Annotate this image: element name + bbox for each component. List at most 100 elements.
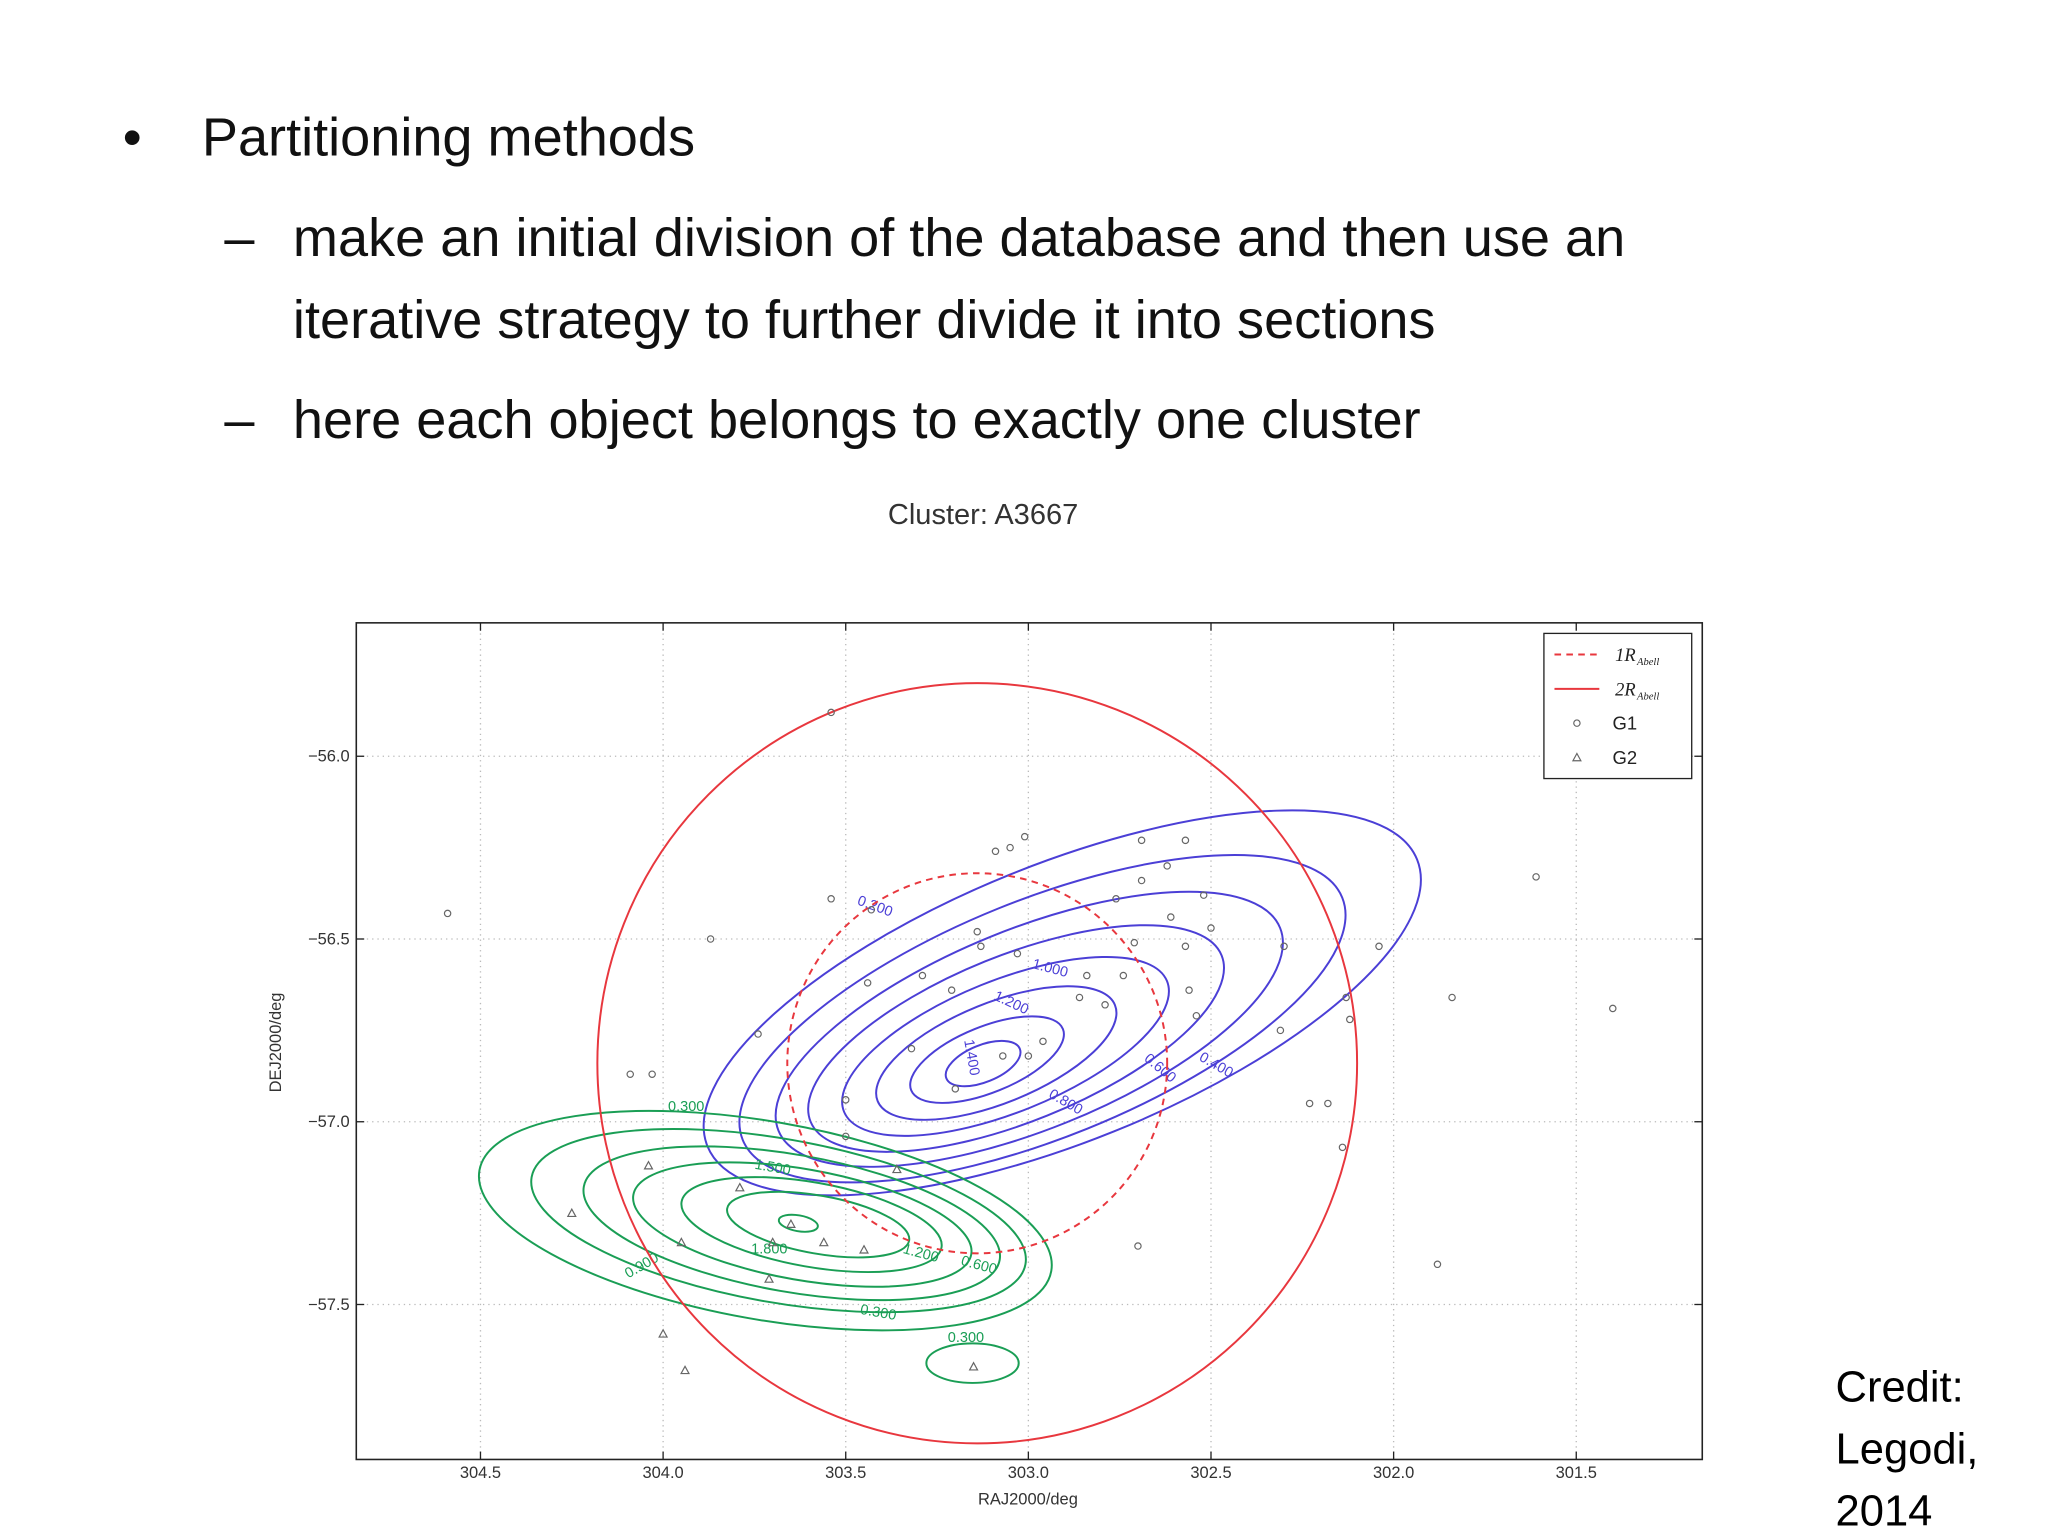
point [947,986,956,994]
point [754,1030,762,1038]
point [951,1085,960,1093]
point [818,1237,829,1247]
point [977,942,985,951]
point [918,971,927,980]
point [1192,1011,1201,1020]
x-tick-label: 301.5 [1556,1464,1597,1482]
point [841,1096,850,1104]
point [1083,971,1091,980]
point [968,1361,979,1371]
x-tick-label: 304.5 [460,1464,501,1482]
credit: Legodi, [1836,1425,1979,1473]
legend-label: 1R [1615,645,1636,665]
point [907,1044,916,1053]
point [1207,924,1215,932]
x-axis-label: RAJ2000/deg [978,1490,1078,1508]
contour-line [632,1161,973,1288]
bullet: Partitioning methods [202,108,695,168]
point [680,1365,690,1375]
point [734,1182,745,1192]
point [827,895,835,903]
legend-label: 2R [1615,679,1636,699]
legend-subscript: Abell [1636,657,1659,668]
point [1199,891,1208,899]
point [1167,913,1175,921]
legend-box [1543,632,1693,780]
contour-line [582,1145,1002,1302]
point [767,1237,778,1247]
y-tick-label: −57.5 [308,1296,350,1314]
point [891,1164,902,1174]
contour-label: 0.300 [859,1302,898,1324]
point [841,1132,850,1141]
point [1280,942,1288,951]
point [991,847,1000,856]
contour-line [777,1213,819,1233]
point [1342,993,1350,1002]
contour-line [841,956,1170,1137]
point [1013,949,1022,958]
abell-circle [786,872,1169,1255]
credit: 2014 [1836,1487,1933,1535]
point [827,708,835,717]
point [1134,1242,1142,1250]
contour-line [925,1342,1020,1384]
point [1375,942,1383,951]
x-tick-label: 303.0 [1008,1464,1049,1482]
point [1112,895,1120,903]
point [566,1207,577,1218]
point [1006,843,1014,852]
credit: Credit: [1836,1363,1964,1411]
y-tick-label: −56.0 [308,748,350,766]
point [1039,1037,1047,1046]
contour-line [680,1176,943,1274]
point [785,1218,796,1228]
legend-label: G1 [1613,713,1638,734]
sub-bullet: here each object belongs to exactly one … [293,390,1421,450]
contour-label: 1.800 [751,1242,787,1258]
point [676,1237,687,1247]
contour-line [726,1190,911,1259]
sub-bullet: make an initial division of the database… [293,208,1625,268]
point [1276,1026,1285,1035]
contour-line [530,1128,1027,1314]
bullet-dot: • [123,108,142,168]
contour-label: 0.300 [948,1330,984,1346]
x-tick-label: 303.5 [825,1464,866,1482]
point [648,1070,656,1078]
plot-frame [355,622,1704,1461]
contour-line [807,924,1225,1153]
chart-title: Cluster: A3667 [888,499,1078,531]
point [1185,986,1193,994]
x-tick-label: 302.5 [1190,1464,1231,1482]
y-axis-label: DEJ2000/deg [267,993,285,1093]
point [973,927,981,936]
point [1338,1143,1347,1152]
point [658,1328,669,1338]
point [1137,836,1146,845]
sub-bullet: iterative strategy to further divide it … [293,290,1436,350]
point [1346,1015,1354,1024]
legend-marker [1571,752,1582,762]
point [1024,1052,1033,1060]
point [1181,836,1190,845]
point [1433,1260,1442,1269]
contour-line [909,1015,1065,1104]
point [443,909,452,918]
point [1101,1001,1109,1009]
point [859,1244,869,1254]
point [1324,1099,1332,1108]
point [706,935,715,943]
point [626,1070,634,1078]
y-tick-label: −56.5 [308,930,350,948]
contour-label: 1.500 [753,1157,792,1179]
point [867,905,876,914]
point [1075,993,1084,1002]
abell-circle [596,682,1359,1445]
dash: – [224,208,255,268]
point [764,1273,774,1283]
dash: – [224,390,255,450]
